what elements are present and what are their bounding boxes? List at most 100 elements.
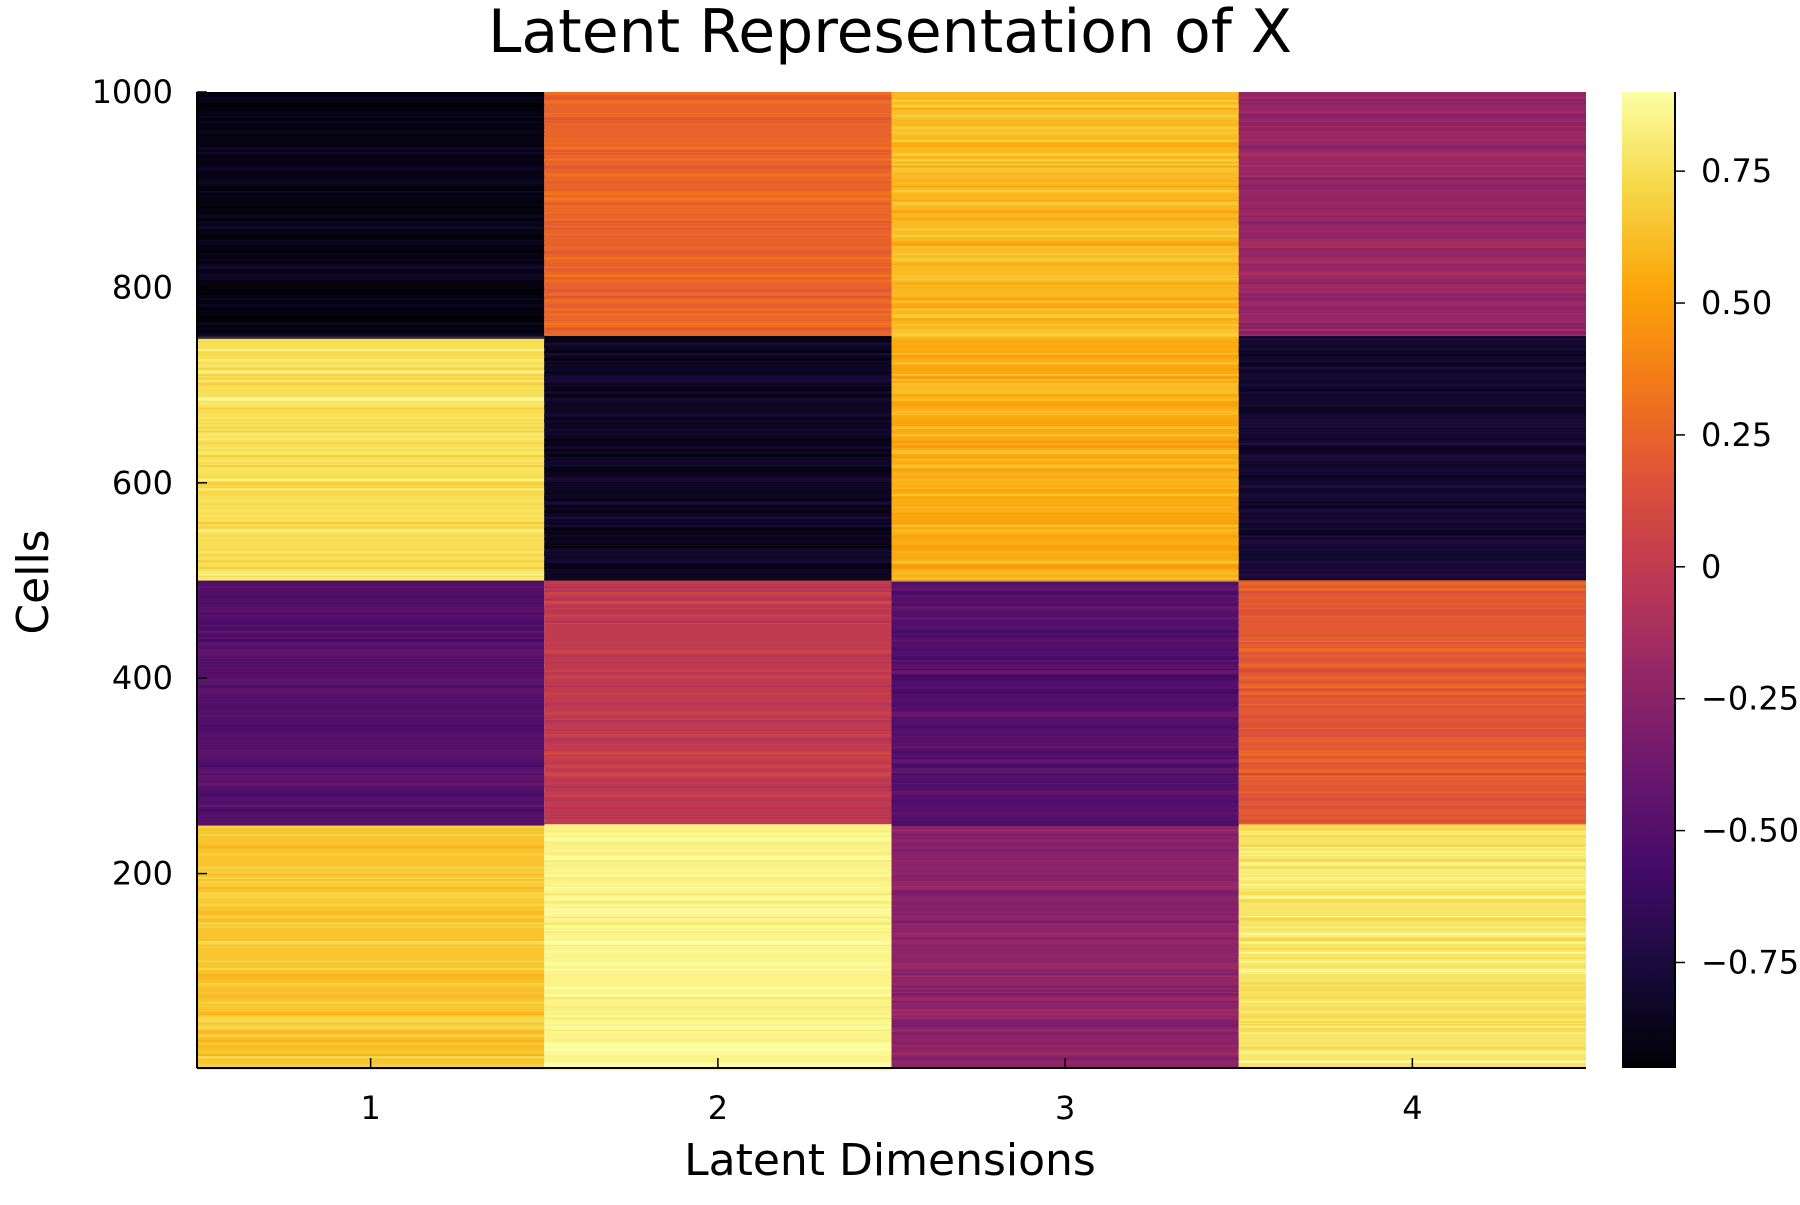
- heatmap-cell-variation: [544, 299, 892, 303]
- heatmap-cell-variation: [891, 442, 1239, 446]
- heatmap-cell-variation: [891, 1001, 1239, 1003]
- heatmap-cell-variation: [1238, 573, 1586, 577]
- heatmap-cell-variation: [544, 600, 892, 604]
- heatmap-cell-variation: [544, 922, 892, 925]
- heatmap-cell-variation: [1238, 554, 1586, 556]
- heatmap-cell-variation: [891, 969, 1239, 972]
- heatmap-cell-variation: [544, 255, 892, 258]
- heatmap-cell-variation: [1238, 914, 1586, 917]
- heatmap-cell-variation: [197, 312, 545, 314]
- heatmap-cell-variation: [1238, 218, 1586, 221]
- heatmap-cell-variation: [544, 620, 892, 623]
- heatmap-cell-variation: [891, 375, 1239, 380]
- heatmap-cell-variation: [891, 624, 1239, 626]
- heatmap-cell-variation: [544, 597, 892, 600]
- heatmap-cell-variation: [544, 235, 892, 238]
- heatmap-cell-variation: [891, 635, 1239, 637]
- heatmap-cell-variation: [1238, 715, 1586, 718]
- heatmap-cell-variation: [197, 487, 545, 491]
- heatmap-cell-variation: [891, 104, 1239, 108]
- heatmap-cell-variation: [544, 970, 892, 973]
- heatmap-cell-variation: [891, 600, 1239, 602]
- heatmap-cell-variation: [197, 767, 545, 769]
- heatmap-cell-variation: [891, 914, 1239, 917]
- heatmap-cell-variation: [197, 239, 545, 243]
- heatmap-cell-variation: [197, 1036, 545, 1039]
- heatmap-cell-variation: [1238, 545, 1586, 548]
- heatmap-cell-variation: [1238, 805, 1586, 809]
- heatmap-cell-variation: [197, 667, 545, 671]
- heatmap-cell-variation: [197, 554, 545, 557]
- heatmap-cell-variation: [544, 153, 892, 155]
- heatmap-block: [891, 335, 1239, 582]
- heatmap-cell-variation: [197, 330, 545, 333]
- heatmap-cell-variation: [1238, 870, 1586, 873]
- heatmap-cell-variation: [544, 382, 892, 385]
- heatmap-cell-variation: [891, 882, 1239, 885]
- heatmap-cell-variation: [1238, 186, 1586, 189]
- heatmap-cell-variation: [544, 218, 892, 220]
- heatmap-cell-variation: [891, 348, 1239, 351]
- heatmap-cell-variation: [891, 368, 1239, 371]
- heatmap-cell-variation: [891, 644, 1239, 647]
- heatmap-cell-variation: [891, 258, 1239, 261]
- heatmap-cell-variation: [544, 720, 892, 724]
- heatmap-cell-variation: [544, 1044, 892, 1047]
- heatmap-cell-variation: [891, 92, 1239, 97]
- heatmap-cell-variation: [544, 1029, 892, 1031]
- heatmap-cell-variation: [891, 985, 1239, 988]
- heatmap-cell-variation: [1238, 728, 1586, 730]
- heatmap-cell-variation: [891, 479, 1239, 482]
- heatmap-cell-variation: [891, 973, 1239, 976]
- heatmap-cell-variation: [891, 434, 1239, 437]
- heatmap-cell-variation: [1238, 948, 1586, 950]
- heatmap-cell-variation: [1238, 597, 1586, 600]
- heatmap-cell-variation: [891, 321, 1239, 324]
- heatmap-cell-variation: [197, 452, 545, 455]
- heatmap-cell-variation: [1238, 605, 1586, 608]
- heatmap-cell-variation: [891, 316, 1239, 319]
- heatmap-cell-variation: [197, 698, 545, 700]
- heatmap-cell-variation: [544, 814, 892, 817]
- heatmap-cell-variation: [544, 405, 892, 409]
- heatmap-cell-variation: [1238, 771, 1586, 775]
- heatmap-cell-variation: [197, 509, 545, 512]
- heatmap-cell-variation: [197, 976, 545, 980]
- heatmap-cell-variation: [1238, 116, 1586, 119]
- heatmap-cell-variation: [891, 546, 1239, 548]
- heatmap-cell-variation: [891, 358, 1239, 363]
- heatmap-cell-variation: [891, 119, 1239, 124]
- heatmap-cell-variation: [891, 907, 1239, 911]
- heatmap-cell-variation: [1238, 338, 1586, 341]
- heatmap-cell-variation: [891, 551, 1239, 553]
- heatmap-cell-variation: [1238, 612, 1586, 616]
- heatmap-cell-variation: [544, 994, 892, 998]
- heatmap-cell-variation: [197, 467, 545, 470]
- heatmap-cell-variation: [1238, 290, 1586, 293]
- heatmap-cell-variation: [544, 734, 892, 738]
- heatmap-cell-variation: [197, 117, 545, 121]
- heatmap-cell-variation: [544, 460, 892, 464]
- heatmap-cell-variation: [1238, 846, 1586, 849]
- heatmap-cell-variation: [197, 409, 545, 411]
- heatmap-cell-variation: [197, 945, 545, 949]
- heatmap-cell-variation: [891, 963, 1239, 966]
- heatmap-cell-variation: [891, 766, 1239, 769]
- heatmap-cell-variation: [1238, 406, 1586, 411]
- heatmap-cell-variation: [1238, 956, 1586, 959]
- heatmap-cell-variation: [544, 712, 892, 715]
- heatmap-cell-variation: [891, 571, 1239, 575]
- heatmap-cell-variation: [197, 980, 545, 983]
- heatmap-cell-variation: [1238, 221, 1586, 225]
- heatmap-cell-variation: [891, 783, 1239, 787]
- heatmap-cell-variation: [197, 335, 545, 339]
- heatmap-cell-variation: [197, 195, 545, 198]
- heatmap-cell-variation: [891, 154, 1239, 156]
- heatmap-cell-variation: [1238, 684, 1586, 687]
- heatmap-cell-variation: [1238, 963, 1586, 965]
- heatmap-block: [891, 580, 1239, 827]
- heatmap-cell-variation: [197, 943, 545, 946]
- heatmap-cell-variation: [1238, 825, 1586, 828]
- heatmap-cell-variation: [544, 339, 892, 343]
